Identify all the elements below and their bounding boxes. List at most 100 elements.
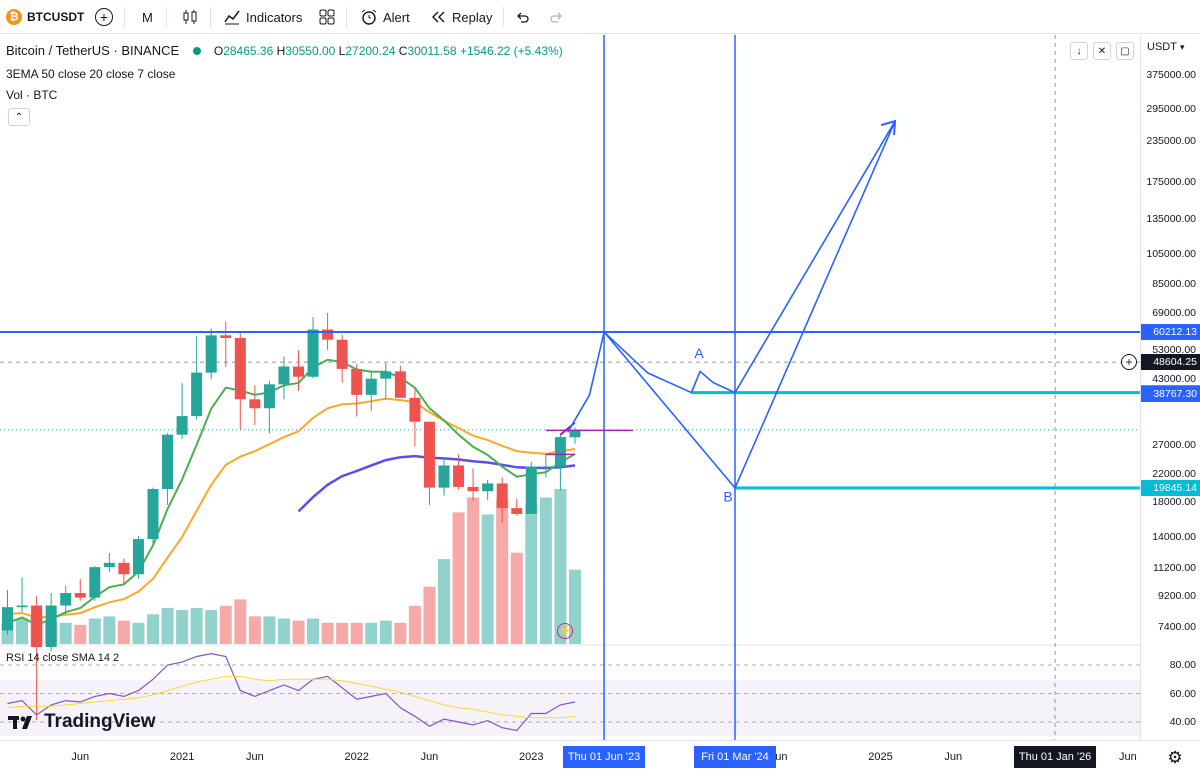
price-tick-label: 53000.00 [1152, 343, 1196, 356]
symbol-search-button[interactable]: ₿ BTCUSDT [6, 0, 84, 34]
candle-body [16, 605, 28, 608]
candle-body [132, 539, 144, 575]
candle-body [423, 421, 435, 488]
time-tag: Fri 01 Mar '24 [694, 746, 776, 768]
move-pane-down-button[interactable]: ↓ [1070, 42, 1088, 60]
candle-body [220, 335, 232, 338]
volume-bar [423, 586, 436, 644]
price-tick-label: 27000.00 [1152, 438, 1196, 451]
time-tick-label: Jun [245, 751, 264, 763]
collapse-legend-button[interactable]: ⌃ [8, 108, 30, 126]
candle-body [453, 465, 465, 487]
volume-legend-label: Vol · BTC [6, 88, 58, 102]
candle-body [263, 384, 275, 409]
chart-settings-button[interactable]: ⚙ [1165, 748, 1185, 768]
volume-bar [147, 614, 159, 644]
add-alert-plus-button[interactable]: + [1121, 354, 1137, 370]
volume-bar [554, 489, 567, 644]
volume-bar [394, 622, 407, 644]
candle-body [234, 337, 246, 400]
candle-body [482, 483, 494, 492]
candle-body [45, 605, 57, 648]
candle-body [525, 466, 537, 514]
candle-body [307, 329, 319, 377]
time-tick-label: Jun [71, 751, 90, 763]
volume-legend[interactable]: Vol · BTC [6, 88, 57, 102]
maximize-pane-button[interactable]: ▢ [1116, 42, 1134, 60]
rsi-legend-label: RSI 14 close SMA 14 2 [6, 652, 120, 664]
rsi-legend[interactable]: RSI 14 close SMA 14 2 [6, 652, 119, 664]
candle-body [162, 434, 174, 490]
projection-path-a [567, 120, 896, 433]
volume-bar [365, 622, 378, 644]
tradingview-watermark: TradingView [8, 711, 156, 733]
price-tick-label: 85000.00 [1152, 277, 1196, 290]
price-tag: 19845.14 [1141, 480, 1200, 496]
main-chart-canvas[interactable]: AB [0, 35, 1140, 740]
projection-path-b [603, 120, 896, 490]
symbol-title: Bitcoin / TetherUS · BINANCE [6, 43, 180, 58]
volume-bar [336, 622, 349, 644]
volume-bar [510, 552, 523, 644]
volume-bar [350, 622, 363, 644]
toolbar-divider [346, 7, 347, 27]
volume-bar [481, 514, 494, 644]
volume-bar [74, 624, 87, 644]
scenario-label-b: B [723, 489, 732, 505]
candle-body [293, 366, 304, 377]
volume-bar [263, 616, 276, 644]
interval-button[interactable]: M [142, 0, 153, 34]
volume-bar [496, 499, 509, 644]
compare-symbol-button[interactable]: + [95, 0, 113, 34]
undo-button[interactable] [514, 0, 530, 34]
redo-button[interactable] [549, 0, 565, 34]
price-tick-label: 43000.00 [1152, 373, 1196, 386]
volume-bar [117, 620, 130, 644]
price-tick-label: 11200.00 [1152, 562, 1196, 575]
rsi-line [7, 652, 576, 732]
candle-body [205, 335, 217, 373]
arrow-down-icon: ↓ [1076, 45, 1082, 57]
layouts-button[interactable] [318, 0, 336, 34]
currency-selector[interactable]: USDT ▾ [1147, 41, 1184, 53]
time-axis[interactable]: Jun 2021 Jun 2022 Jun 2023 Jun 2025 Jun Jun Thu 0… [0, 740, 1200, 775]
ema-legend[interactable]: 3EMA 50 close 20 close 7 close [6, 67, 175, 81]
price-tick-label: 235000.00 [1146, 134, 1196, 147]
collapse-pane-button[interactable]: ✕ [1093, 42, 1111, 60]
volume-bar [438, 559, 450, 644]
earnings-event-icon[interactable]: ⚡ [557, 623, 573, 639]
candle-body [511, 508, 523, 514]
toolbar-divider [210, 7, 211, 27]
replay-button[interactable]: Replay [431, 0, 492, 34]
time-tick-label: Jun [1118, 751, 1137, 763]
currency-label: USDT [1147, 41, 1177, 53]
candle-body [467, 486, 479, 492]
volume-bar [132, 622, 145, 644]
gear-icon: ⚙ [1167, 748, 1183, 767]
symbol-legend[interactable]: Bitcoin / TetherUS · BINANCE O28465.36 H… [6, 43, 563, 58]
candle-body [118, 562, 130, 575]
price-tick-label: 69000.00 [1152, 306, 1196, 319]
price-tag: 60212.13 [1141, 324, 1200, 340]
projection-arrow-head [880, 119, 897, 136]
time-tick-label: Jun [944, 751, 963, 763]
price-tick-label: 22000.00 [1152, 467, 1196, 480]
alert-button[interactable]: Alert [360, 0, 410, 34]
price-tick-label: 295000.00 [1146, 102, 1196, 115]
price-tick-label: 375000.00 [1146, 68, 1196, 81]
candle-body [409, 397, 421, 422]
maximize-icon: ▢ [1120, 45, 1130, 57]
indicators-icon [224, 10, 240, 25]
undo-icon [517, 12, 529, 23]
candle-body [147, 489, 159, 540]
candle-body [60, 593, 72, 606]
price-axis[interactable]: USDT ▾ 375000.00 295000.00 235000.00 175000… [1121, 35, 1200, 740]
chart-type-button[interactable] [181, 0, 199, 34]
time-tick-label: Jun [420, 751, 439, 763]
indicators-button[interactable]: Indicators [223, 0, 302, 34]
volume-bar [408, 605, 421, 644]
replay-label: Replay [452, 9, 493, 25]
price-tick-label: 135000.00 [1146, 212, 1196, 225]
ohlc-values: O28465.36 H30550.00 L27200.24 C30011.58 … [213, 44, 563, 58]
